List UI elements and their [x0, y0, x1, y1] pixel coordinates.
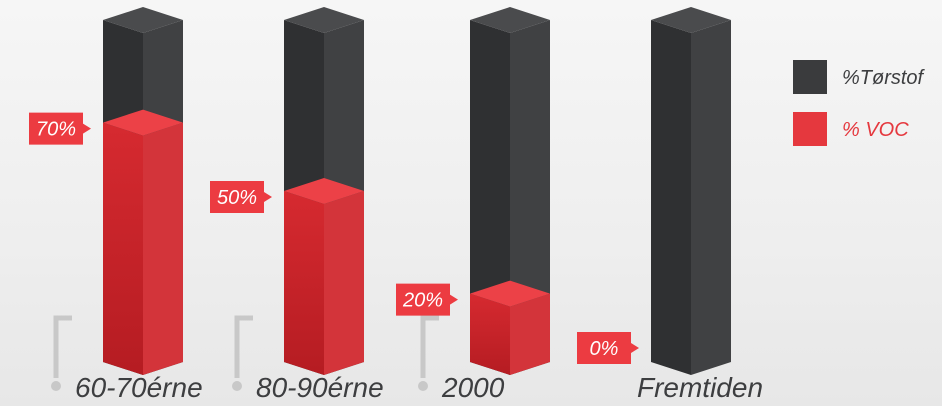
category-label-fremtiden: Fremtiden — [637, 372, 763, 403]
data-label-bg-fremtiden — [577, 332, 639, 364]
data-label-text-60-70-rne: 70% — [36, 119, 76, 141]
voc-bar-80-90-rne — [284, 178, 364, 375]
data-label-bg-60-70-rne — [29, 112, 91, 145]
legend-label-1: % VOC — [842, 119, 909, 141]
data-label-text-80-90-rne: 50% — [217, 187, 257, 209]
connector-dot-80-90-rne — [232, 381, 242, 391]
category-label-60-70-rne: 60-70érne — [75, 372, 203, 403]
category-label-80-90-rne: 80-90érne — [256, 372, 384, 403]
voc-bar-2000 — [470, 280, 550, 375]
voc-bar-60-70-rne — [103, 109, 183, 375]
dry-bar-60-70-rne-top-face — [103, 7, 183, 33]
data-label-text-fremtiden: 0% — [590, 338, 619, 360]
voc-bar-60-70-rne-right-face — [143, 122, 183, 375]
dry-bar-fremtiden-right-face — [691, 20, 731, 375]
voc-bar-80-90-rne-left-face — [284, 191, 324, 375]
connector-2000 — [418, 315, 439, 391]
dry-bar-fremtiden-top-face — [651, 7, 731, 33]
dry-bar-80-90-rne-top-face — [284, 7, 364, 33]
legend: %Tørstof % VOC — [793, 60, 926, 146]
data-label-fremtiden: 0% — [577, 332, 639, 364]
voc-bar-60-70-rne-top-face — [103, 109, 183, 136]
category-labels-group: 60-70érne 80-90érne 2000 Fremtiden — [75, 372, 763, 403]
connector-line-2000 — [420, 315, 439, 378]
connector-dot-60-70-rne — [51, 381, 61, 391]
voc-bar-80-90-rne-top-face — [284, 178, 364, 204]
bars-group — [103, 7, 731, 375]
dry-bar-fremtiden-left-face — [651, 20, 691, 375]
dry-bar-fremtiden — [651, 7, 731, 375]
legend-swatch-0 — [793, 60, 827, 94]
voc-bar-2000-right-face — [510, 293, 550, 375]
data-label-2000: 20% — [396, 283, 458, 316]
voc-bar-60-70-rne-left-face — [103, 122, 143, 375]
legend-label-0: %Tørstof — [842, 67, 926, 89]
voc-bar-2000-left-face — [470, 293, 510, 375]
category-label-2000: 2000 — [441, 372, 505, 403]
connector-line-80-90-rne — [234, 315, 253, 378]
voc-bar-2000-top-face — [470, 280, 550, 307]
connector-60-70-rne — [51, 315, 72, 391]
voc-bar-80-90-rne-right-face — [324, 191, 364, 375]
data-label-bg-80-90-rne — [210, 181, 272, 213]
connector-line-60-70-rne — [53, 315, 72, 378]
data-label-text-2000: 20% — [402, 290, 443, 312]
legend-item-voc: % VOC — [793, 112, 909, 146]
data-label-80-90-rne: 50% — [210, 181, 272, 213]
connectors-group — [51, 315, 439, 391]
legend-swatch-1 — [793, 112, 827, 146]
dry-bar-2000-top-face — [470, 7, 550, 33]
connector-dot-2000 — [418, 381, 428, 391]
data-label-60-70-rne: 70% — [29, 112, 91, 145]
data-labels-group: 70% 50% 20% 0% — [29, 112, 639, 364]
connector-80-90-rne — [232, 315, 253, 391]
data-label-bg-2000 — [396, 283, 458, 316]
legend-item-t-rstof: %Tørstof — [793, 60, 926, 94]
